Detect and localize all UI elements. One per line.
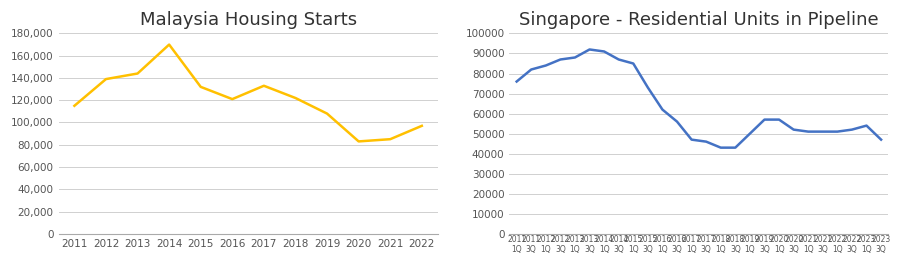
Title: Singapore - Residential Units in Pipeline: Singapore - Residential Units in Pipelin…	[519, 11, 878, 29]
Title: Malaysia Housing Starts: Malaysia Housing Starts	[140, 11, 356, 29]
